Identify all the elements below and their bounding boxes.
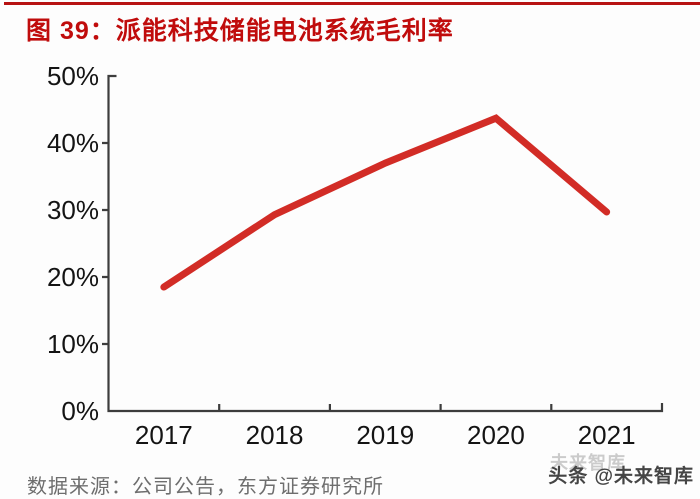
top-divider-rule (4, 2, 700, 5)
gross-margin-series-line (160, 114, 611, 291)
axis-lines (102, 74, 664, 413)
x-axis-tick-labels: 2017 2018 2019 2020 2021 (135, 420, 636, 450)
x-tick-label: 2019 (356, 420, 414, 450)
y-axis-tick-labels: 0% 10% 20% 30% 40% 50% (47, 61, 99, 426)
watermark-ghost-text: 未来智库 (550, 453, 626, 473)
y-tick-label: 10% (47, 329, 99, 359)
x-tick-label: 2021 (578, 420, 636, 450)
x-tick-label: 2018 (246, 420, 304, 450)
y-tick-label: 50% (47, 61, 99, 91)
chart-axes (102, 74, 664, 413)
y-tick-label: 40% (47, 128, 99, 158)
watermark-text: 头条 @未来智库 (548, 466, 694, 487)
y-tick-label: 30% (47, 195, 99, 225)
figure-title: 图 39：派能科技储能电池系统毛利率 (26, 17, 454, 45)
y-tick-label: 0% (61, 396, 99, 426)
x-tick-label: 2017 (135, 420, 193, 450)
x-tick-label: 2020 (467, 420, 525, 450)
data-source-note: 数据来源：公司公告，东方证券研究所 (27, 476, 384, 498)
y-tick-label: 20% (47, 262, 99, 292)
